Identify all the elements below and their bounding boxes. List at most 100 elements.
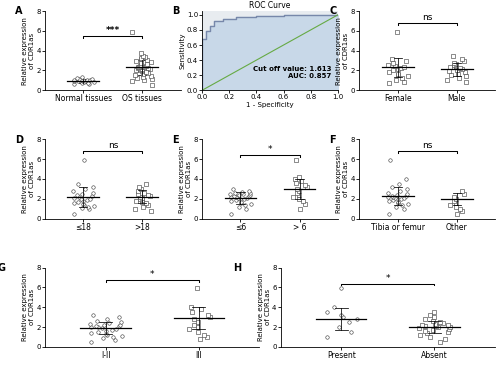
- Text: ***: ***: [106, 26, 120, 35]
- Point: [420, 316, 428, 322]
- Point: [138, 69, 145, 75]
- Point: [92, 318, 100, 324]
- Point: [83, 77, 91, 83]
- Point: [194, 319, 202, 325]
- Point: [246, 201, 254, 207]
- Point: [194, 329, 202, 335]
- Text: G: G: [0, 263, 6, 273]
- Point: [398, 66, 406, 72]
- Point: [88, 193, 96, 199]
- Point: [386, 157, 394, 163]
- Point: [90, 312, 98, 318]
- Point: [230, 193, 238, 199]
- Point: [450, 60, 458, 66]
- Point: [416, 332, 424, 338]
- Point: [94, 329, 102, 335]
- Point: [398, 75, 406, 81]
- Point: [301, 201, 309, 207]
- Point: [301, 182, 309, 188]
- Point: [136, 56, 144, 62]
- Point: [384, 62, 392, 68]
- Point: [242, 206, 250, 211]
- Point: [434, 324, 442, 330]
- Point: [400, 195, 408, 201]
- Point: [193, 286, 201, 292]
- Point: [132, 58, 140, 63]
- Point: [297, 178, 305, 184]
- Point: [394, 72, 402, 78]
- Point: [144, 192, 152, 198]
- Point: [392, 29, 400, 35]
- Point: [414, 325, 422, 331]
- Point: [454, 72, 462, 77]
- Point: [206, 314, 214, 320]
- Point: [140, 77, 148, 83]
- Point: [134, 188, 141, 194]
- Point: [136, 196, 143, 202]
- Point: [109, 334, 117, 340]
- Point: [238, 191, 246, 197]
- Point: [185, 326, 193, 332]
- Point: [187, 304, 195, 310]
- Point: [346, 329, 354, 335]
- Point: [445, 69, 453, 75]
- Point: [136, 194, 143, 200]
- Point: [231, 190, 239, 196]
- Point: [436, 339, 444, 345]
- Point: [446, 202, 454, 208]
- Point: [80, 77, 88, 83]
- Point: [83, 197, 91, 203]
- Y-axis label: Relative expression
of CDR1as: Relative expression of CDR1as: [258, 273, 270, 341]
- Text: B: B: [172, 6, 180, 16]
- Point: [87, 324, 95, 330]
- Point: [74, 181, 82, 187]
- Point: [444, 322, 452, 328]
- Point: [118, 333, 126, 339]
- Point: [338, 312, 345, 318]
- Point: [245, 193, 253, 199]
- Point: [138, 195, 146, 201]
- Point: [194, 324, 202, 330]
- Point: [458, 66, 466, 72]
- Point: [116, 319, 124, 325]
- Point: [78, 80, 86, 86]
- Point: [141, 54, 149, 59]
- Point: [88, 339, 96, 345]
- Point: [240, 196, 248, 202]
- Point: [392, 204, 400, 210]
- Point: [132, 198, 140, 204]
- Point: [103, 316, 111, 322]
- Text: A: A: [15, 6, 22, 16]
- Point: [204, 312, 212, 318]
- Point: [197, 306, 205, 312]
- Point: [338, 314, 346, 320]
- Point: [388, 68, 396, 73]
- Text: *: *: [386, 274, 390, 283]
- Point: [384, 190, 392, 196]
- Point: [80, 78, 88, 84]
- Point: [138, 197, 146, 203]
- Point: [404, 73, 412, 79]
- Point: [77, 77, 85, 83]
- Point: [450, 198, 458, 204]
- Point: [142, 181, 150, 187]
- Point: [138, 63, 145, 69]
- Point: [391, 195, 399, 201]
- Point: [78, 75, 86, 80]
- Text: F: F: [330, 135, 336, 145]
- Point: [462, 79, 470, 85]
- Point: [384, 80, 392, 86]
- Point: [295, 196, 303, 202]
- Point: [86, 77, 94, 83]
- Point: [440, 336, 448, 342]
- Point: [86, 196, 94, 202]
- Point: [403, 186, 411, 192]
- Point: [139, 204, 147, 210]
- Point: [402, 58, 410, 63]
- Point: [388, 56, 396, 62]
- Point: [100, 335, 108, 341]
- Point: [384, 198, 392, 204]
- Point: [144, 70, 152, 76]
- Point: [236, 196, 244, 202]
- Point: [245, 188, 253, 194]
